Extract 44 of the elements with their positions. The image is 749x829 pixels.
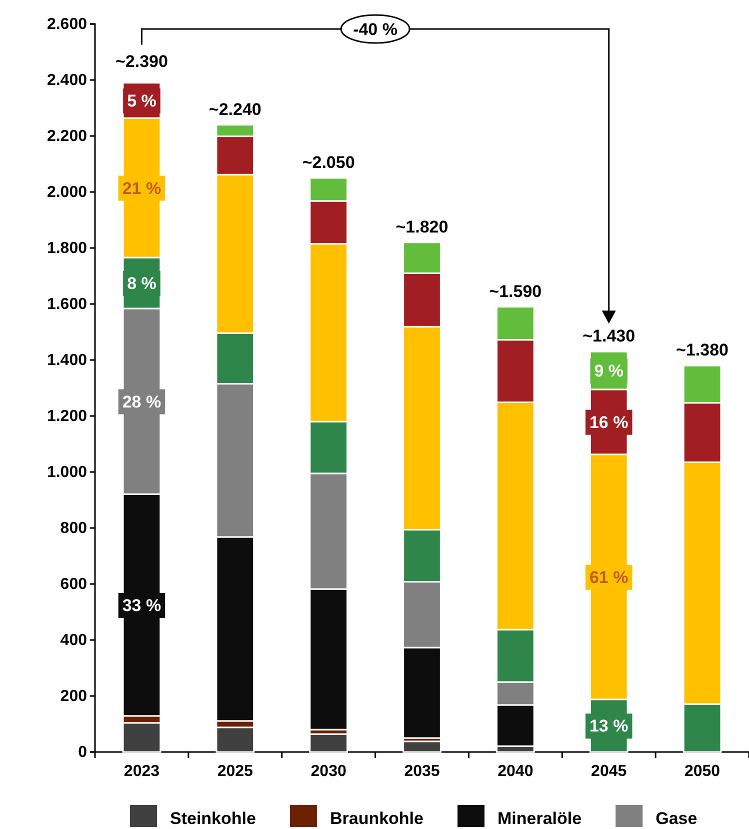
y-tick-label: 800 — [60, 520, 88, 538]
y-tick-label: 2.200 — [46, 128, 88, 146]
y-tick-label: 400 — [60, 632, 88, 650]
annotation: 61 % — [589, 568, 628, 587]
x-tick-label: 2040 — [498, 762, 534, 780]
total-label: ~1.820 — [396, 217, 448, 236]
total-label: ~2.240 — [208, 100, 262, 119]
total-label: ~2.390 — [115, 52, 168, 71]
x-tick-label: 2035 — [404, 762, 440, 780]
y-tick-label: 2.400 — [46, 72, 88, 90]
annotation: 16 % — [589, 412, 628, 432]
legend-label: Mineralöle — [498, 808, 582, 828]
x-tick-label: 2023 — [124, 762, 160, 780]
y-tick-label: 200 — [60, 688, 88, 706]
bar — [309, 733, 348, 753]
annotation: 5 % — [127, 91, 156, 110]
y-tick-label: 1.400 — [46, 352, 88, 370]
y-tick-label: 600 — [60, 576, 88, 594]
annotation: 21 % — [122, 178, 162, 198]
x-tick-label: 2025 — [217, 762, 254, 780]
y-tick-label: 1.200 — [46, 408, 88, 426]
y-tick-label: 1.000 — [46, 464, 88, 482]
y-tick-label: 1.800 — [46, 240, 88, 258]
legend-label: Braunkohle — [330, 808, 424, 828]
annotation: 9 % — [594, 361, 624, 380]
y-tick-label: 2.600 — [46, 16, 88, 34]
total-label: ~1.380 — [676, 340, 729, 360]
annotation: 8 % — [127, 274, 156, 293]
bar — [402, 740, 442, 753]
x-tick-label: 2050 — [684, 762, 720, 780]
x-tick-label: 2045 — [591, 762, 627, 780]
annotation: 33 % — [122, 596, 162, 615]
legend-label: Steinkohle — [170, 808, 256, 828]
y-tick-label: 0 — [78, 744, 88, 762]
legend-label: Gase — [656, 808, 698, 828]
y-tick-label: 1.600 — [46, 296, 88, 314]
annotation: -40 % — [353, 20, 398, 39]
total-label: ~1.590 — [489, 282, 542, 301]
annotation: 13 % — [589, 716, 628, 736]
y-tick-label: 2.000 — [46, 184, 88, 202]
x-tick-label: 2030 — [310, 762, 346, 780]
total-label: ~1.430 — [582, 326, 636, 346]
total-label: ~2.050 — [302, 153, 355, 172]
annotation: 28 % — [122, 392, 162, 412]
